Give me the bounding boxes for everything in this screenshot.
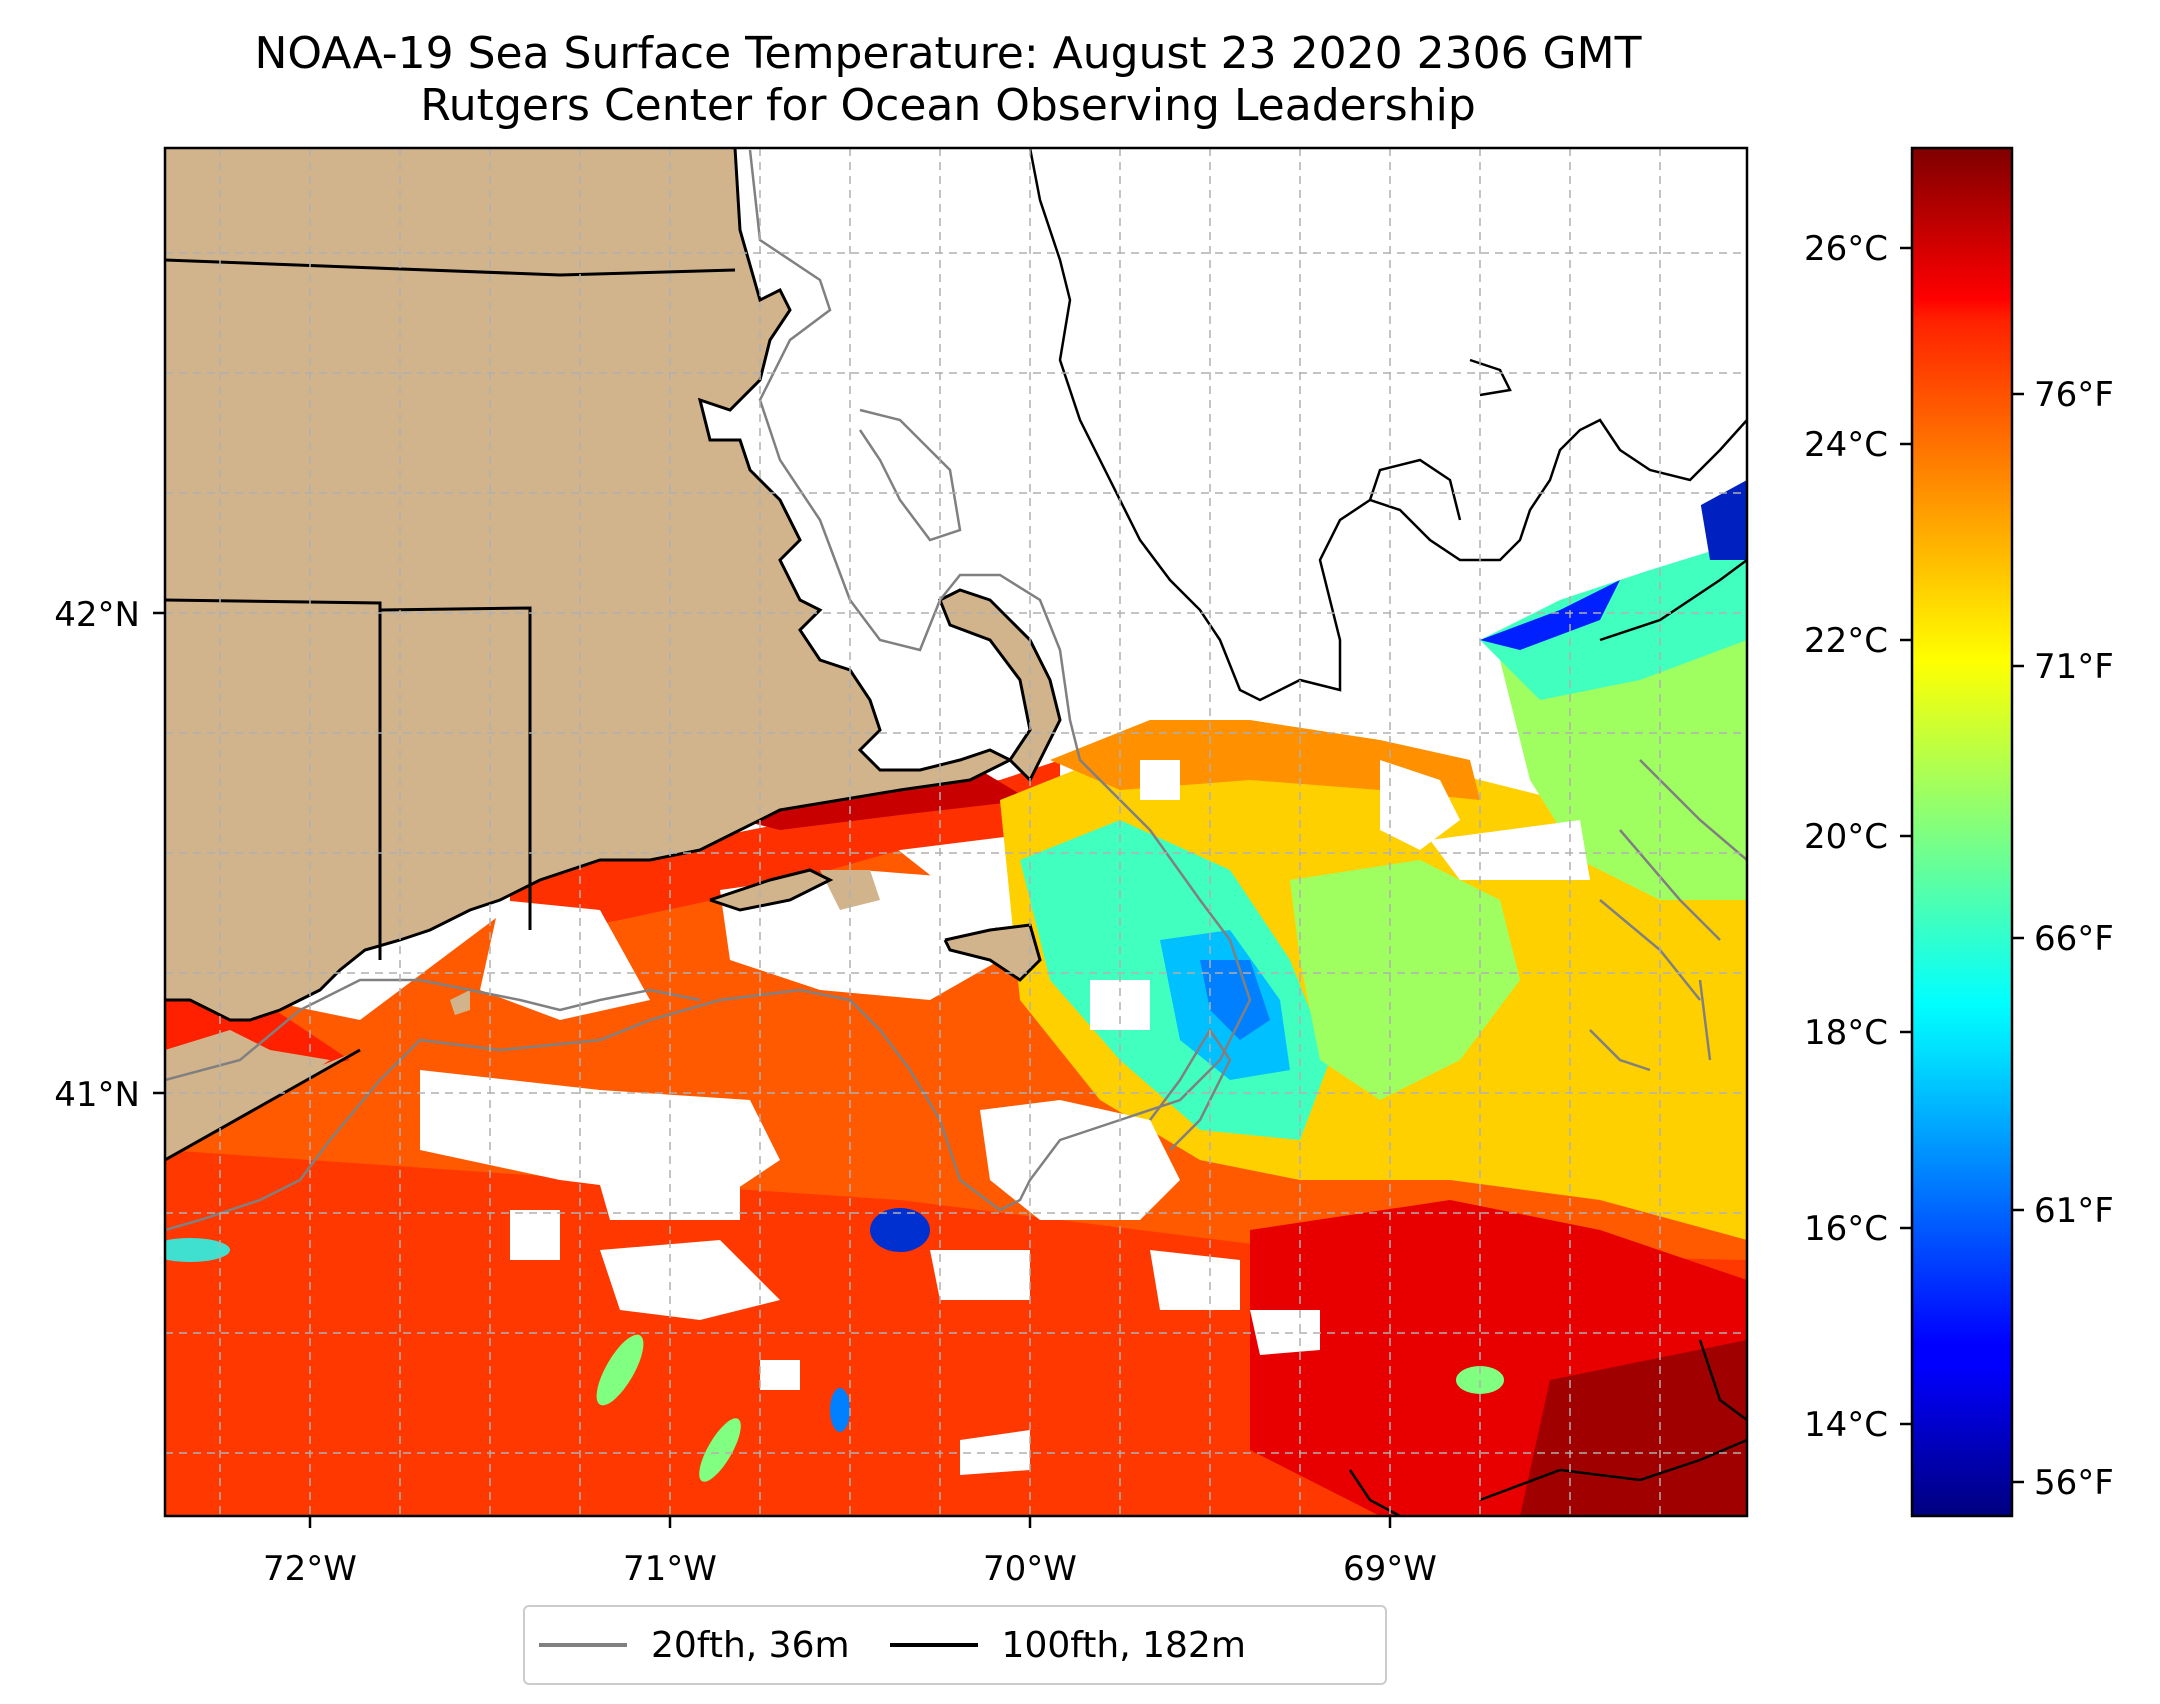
celsius-label: 20°C <box>1804 817 1888 857</box>
fahrenheit-label: 66°F <box>2034 919 2114 959</box>
lon-labels: 72°W 71°W 70°W 69°W <box>263 1549 1437 1589</box>
chart-title: NOAA-19 Sea Surface Temperature: August … <box>0 28 1896 132</box>
axis-ticks <box>153 611 1392 1528</box>
fahrenheit-label: 56°F <box>2034 1463 2114 1503</box>
title-line-2: Rutgers Center for Ocean Observing Leade… <box>420 80 1476 131</box>
title-line-1: NOAA-19 Sea Surface Temperature: August … <box>254 28 1642 79</box>
lon-label: 72°W <box>263 1549 357 1589</box>
legend-swatch-gray-line <box>539 1643 627 1647</box>
fahrenheit-label: 71°F <box>2034 647 2114 687</box>
map-area <box>165 148 1747 1516</box>
lon-label: 69°W <box>1343 1549 1437 1589</box>
celsius-label: 16°C <box>1804 1209 1888 1249</box>
lat-label: 41°N <box>54 1075 140 1115</box>
celsius-label: 18°C <box>1804 1013 1888 1053</box>
legend-item-100fth: 100fth, 182m <box>889 1624 1246 1666</box>
fahrenheit-label: 61°F <box>2034 1191 2114 1231</box>
lat-labels: 42°N 41°N <box>54 595 140 1115</box>
isobath-100fth <box>1028 148 1747 1516</box>
legend-label: 20fth, 36m <box>651 1624 850 1666</box>
legend-item-20fth: 20fth, 36m <box>539 1625 850 1666</box>
borders <box>165 148 1062 1162</box>
celsius-label: 26°C <box>1804 229 1888 269</box>
celsius-label: 14°C <box>1804 1405 1888 1445</box>
lon-label: 70°W <box>983 1549 1077 1589</box>
legend: 20fth, 36m 100fth, 182m <box>523 1605 1387 1685</box>
legend-swatch-black-line <box>889 1643 978 1647</box>
lon-label: 71°W <box>623 1549 717 1589</box>
lat-label: 42°N <box>54 595 140 635</box>
celsius-label: 22°C <box>1804 621 1888 661</box>
sst-field <box>165 148 1747 1516</box>
colorbar-gradient <box>1912 148 2012 1516</box>
colorbar: 26°C 24°C 22°C 20°C 18°C 16°C 14°C 76°F … <box>1804 146 2114 1518</box>
fahrenheit-label: 76°F <box>2034 375 2114 415</box>
legend-label: 100fth, 182m <box>1001 1624 1246 1666</box>
gridlines <box>165 148 1747 1516</box>
map-frame <box>163 146 1749 1518</box>
celsius-label: 24°C <box>1804 425 1888 465</box>
